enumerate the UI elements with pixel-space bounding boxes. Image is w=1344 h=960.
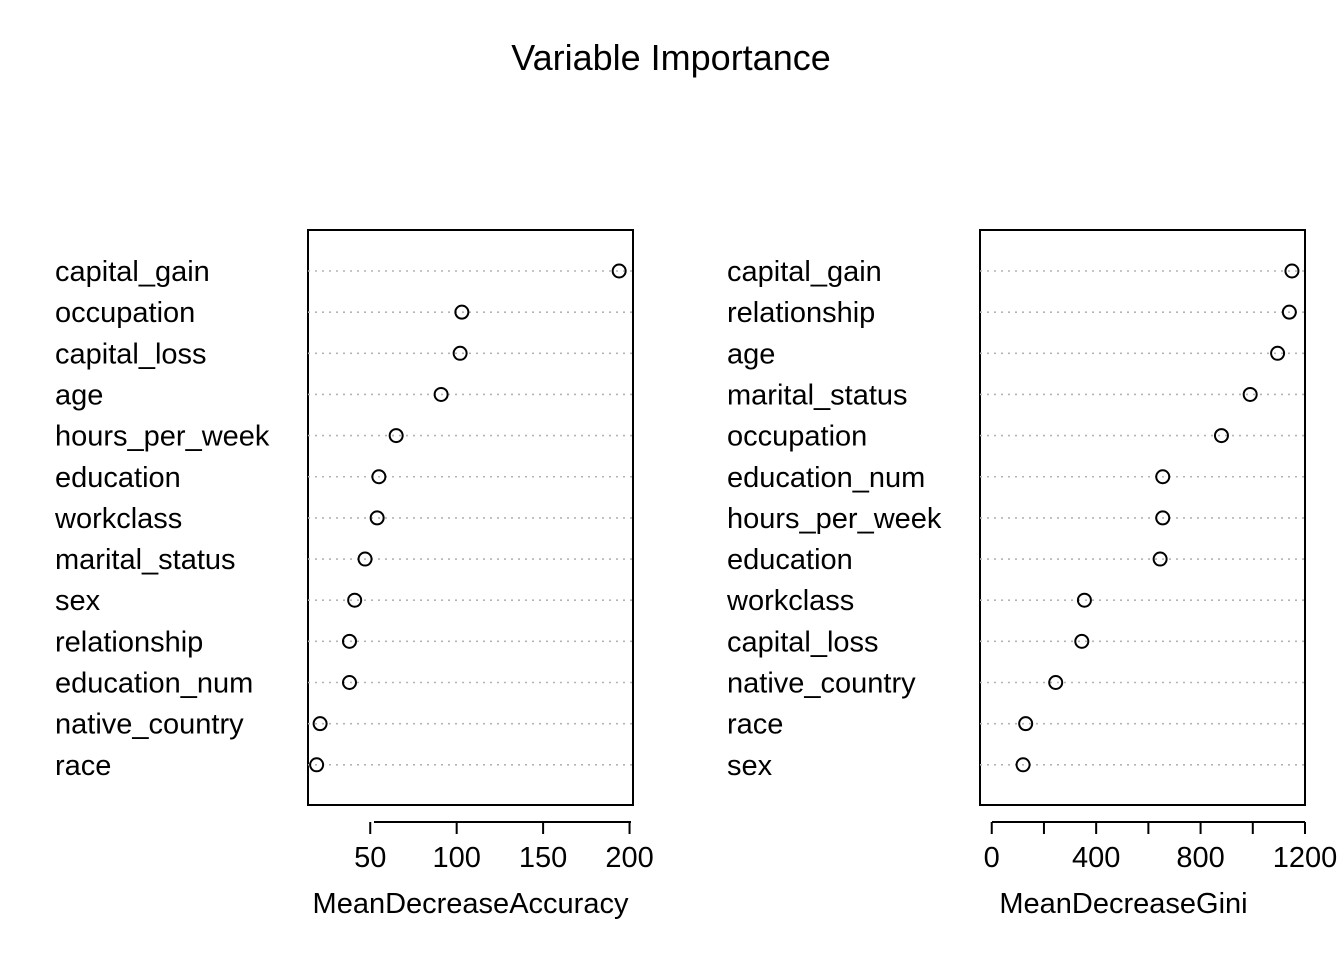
category-label: hours_per_week: [727, 503, 942, 535]
category-label: marital_status: [55, 544, 236, 576]
data-point: [369, 510, 385, 526]
category-label: occupation: [55, 297, 195, 329]
data-point: [371, 469, 387, 485]
x-axis-title: MeanDecreaseGini: [999, 888, 1247, 920]
data-point: [309, 757, 325, 773]
data-point: [1281, 304, 1297, 320]
data-point: [1270, 345, 1286, 361]
category-label: hours_per_week: [55, 421, 270, 453]
category-label: occupation: [727, 421, 867, 453]
data-point: [1213, 428, 1229, 444]
category-label: age: [727, 338, 775, 370]
category-label: education_num: [727, 462, 925, 494]
x-tick-label: 1200: [1273, 842, 1338, 874]
data-point: [357, 551, 373, 567]
category-label: capital_gain: [55, 256, 210, 288]
category-label: race: [55, 750, 111, 782]
category-label: native_country: [727, 668, 916, 700]
x-axis-title: MeanDecreaseAccuracy: [313, 888, 629, 920]
panel-2: capital_gain relationship age marital_statu…: [726, 229, 1338, 920]
x-tick-label: 50: [354, 842, 386, 874]
chart-title: Variable Importance: [511, 37, 831, 78]
data-point: [1048, 675, 1064, 690]
category-label: relationship: [727, 297, 875, 329]
x-tick-label: 200: [605, 842, 653, 874]
x-tick-label: 150: [519, 842, 567, 874]
category-label: sex: [55, 585, 101, 617]
data-point: [1015, 757, 1031, 773]
category-label: relationship: [55, 626, 203, 658]
category-label: capital_loss: [55, 338, 207, 370]
category-label: sex: [727, 750, 773, 782]
category-label: capital_gain: [727, 256, 882, 288]
x-tick-label: 400: [1072, 842, 1120, 874]
data-point: [1242, 386, 1258, 402]
data-point: [388, 428, 404, 444]
x-tick-label: 0: [984, 842, 1000, 874]
data-point: [341, 633, 357, 649]
category-label: marital_status: [727, 379, 908, 411]
category-label: workclass: [726, 585, 854, 617]
category-label: education: [727, 544, 853, 576]
category-label: age: [55, 379, 103, 411]
data-point: [1152, 551, 1168, 567]
data-point: [312, 716, 328, 732]
data-point: [347, 592, 363, 608]
category-label: capital_loss: [727, 626, 879, 658]
data-point: [611, 263, 627, 279]
category-label: native_country: [55, 709, 244, 741]
category-label: workclass: [54, 503, 182, 535]
category-label: race: [727, 709, 783, 741]
data-point: [1284, 263, 1300, 279]
x-tick-label: 100: [432, 842, 480, 874]
category-label: education_num: [55, 668, 253, 700]
data-point: [433, 386, 449, 402]
data-point: [341, 675, 357, 690]
data-point: [454, 304, 470, 320]
data-point: [1076, 592, 1092, 608]
x-tick-label: 800: [1176, 842, 1224, 874]
category-label: education: [55, 462, 181, 494]
data-point: [1074, 633, 1090, 649]
data-point: [1155, 469, 1171, 485]
data-point: [452, 345, 468, 361]
data-point: [1018, 716, 1034, 732]
data-point: [1155, 510, 1171, 526]
